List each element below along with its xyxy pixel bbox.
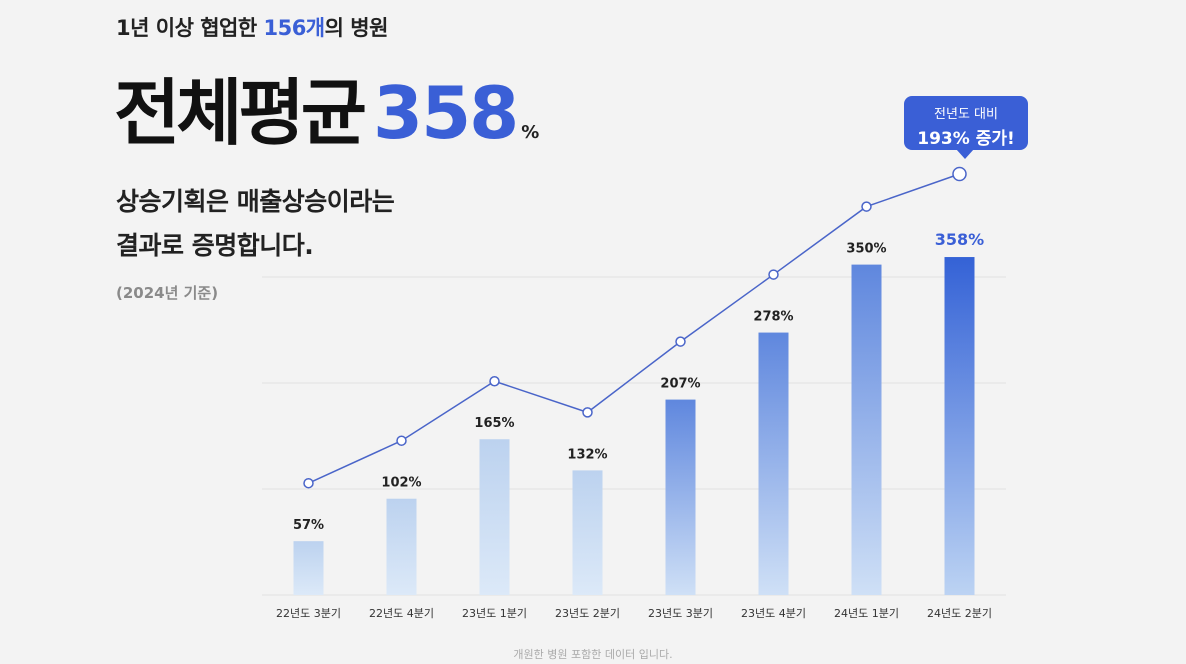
subtitle: 1년 이상 협업한 156개의 병원	[116, 12, 388, 42]
trend-point	[303, 477, 314, 489]
x-tick-label: 24년도 1분기	[834, 607, 899, 620]
x-tick-label: 24년도 2분기	[927, 607, 992, 620]
bar	[293, 541, 324, 595]
bar-value-label: 132%	[567, 447, 607, 462]
subtitle-text: 1년 이상 협업한	[116, 16, 264, 40]
trend-point	[768, 269, 779, 280]
bar-value-label: 350%	[846, 242, 886, 257]
increase-callout: 전년도 대비 193% 증가!	[904, 96, 1028, 159]
bar-value-label: 207%	[660, 377, 700, 392]
bar-value-label: 358%	[935, 230, 984, 249]
x-tick-label: 23년도 1분기	[462, 607, 527, 620]
bar	[479, 439, 510, 595]
headline: 전체평균 358 %	[114, 54, 539, 159]
hospital-count: 156개	[263, 16, 325, 40]
trend-line	[308, 173, 960, 484]
bar	[665, 399, 696, 595]
subtitle-suffix: 의 병원	[324, 16, 389, 40]
description-line-1: 상승기획은 매출상승이라는	[116, 187, 395, 216]
bar-value-label: 278%	[753, 310, 793, 325]
headline-unit: %	[521, 122, 540, 143]
basis-note: (2024년 기준)	[116, 284, 219, 302]
description: 상승기획은 매출상승이라는 결과로 증명합니다.	[116, 180, 395, 268]
trend-point	[861, 201, 872, 212]
x-tick-label: 23년도 3분기	[648, 607, 713, 620]
x-tick-label: 22년도 3분기	[276, 607, 341, 620]
bar-value-label: 102%	[381, 476, 421, 491]
x-tick-label: 22년도 4분기	[369, 607, 434, 620]
trend-point	[952, 166, 967, 182]
x-tick-label: 23년도 4분기	[741, 607, 806, 620]
trend-point	[396, 435, 407, 446]
trend-point	[675, 336, 686, 347]
bar	[386, 498, 417, 595]
bar	[572, 470, 603, 595]
callout-line-1: 전년도 대비	[934, 107, 998, 122]
bar-value-label: 165%	[474, 416, 514, 431]
bar	[944, 257, 975, 595]
headline-title: 전체평균	[114, 71, 367, 155]
bar-value-label: 57%	[293, 518, 324, 533]
trend-point	[582, 407, 593, 418]
headline-value: 358	[372, 71, 519, 155]
callout-line-2: 193% 증가!	[917, 129, 1015, 149]
description-line-2: 결과로 증명합니다.	[116, 231, 314, 260]
bar	[758, 332, 789, 595]
trend-point	[489, 375, 500, 387]
x-tick-label: 23년도 2분기	[555, 607, 620, 620]
footnote: 개원한 병원 포함한 데이터 입니다.	[513, 648, 673, 661]
bar	[851, 264, 882, 595]
